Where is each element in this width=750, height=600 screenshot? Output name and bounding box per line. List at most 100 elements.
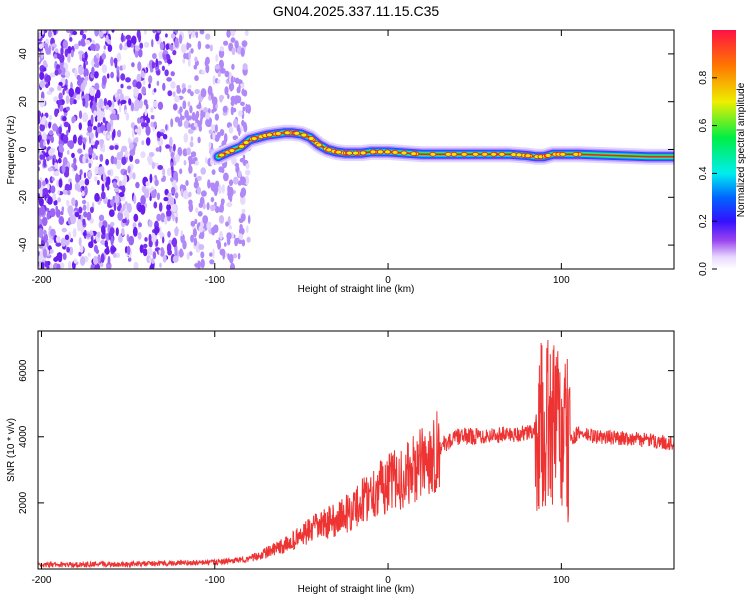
noise-speck [38, 179, 42, 190]
noise-speck [102, 75, 107, 86]
noise-speck [125, 112, 130, 121]
noise-speck [77, 135, 83, 146]
noise-speck [240, 195, 246, 205]
noise-speck [64, 183, 71, 192]
noise-speck [179, 106, 182, 116]
noise-speck [107, 224, 110, 234]
noise-speck [156, 192, 161, 201]
noise-speck [110, 155, 115, 165]
noise-speck [78, 206, 83, 214]
noise-speck [239, 157, 246, 163]
noise-speck [58, 143, 64, 153]
noise-speck [133, 194, 137, 205]
noise-speck [67, 190, 71, 196]
noise-speck [122, 218, 127, 224]
noise-speck [93, 110, 97, 117]
noise-speck [116, 113, 120, 121]
noise-speck [118, 103, 122, 113]
noise-speck [116, 160, 122, 170]
noise-speck [155, 226, 160, 234]
noise-speck [174, 154, 180, 163]
noise-speck [71, 152, 75, 159]
noise-speck [219, 45, 224, 52]
noise-speck [130, 102, 135, 112]
noise-speck [38, 110, 42, 118]
colorbar-ticks: 0.0 0.2 0.4 0.6 0.8 [698, 70, 717, 276]
noise-speck [145, 181, 150, 187]
noise-speck [212, 132, 216, 141]
noise-speck [198, 225, 204, 233]
noise-speck [111, 30, 115, 33]
noise-speck [90, 140, 95, 146]
noise-speck [189, 251, 193, 256]
noise-speck [241, 88, 245, 96]
noise-speck [61, 206, 65, 213]
noise-speck [102, 130, 106, 136]
track-blob [283, 130, 291, 136]
noise-speck [166, 167, 172, 176]
noise-speck [228, 194, 231, 201]
noise-speck [156, 131, 161, 139]
noise-speck [218, 166, 224, 173]
noise-speck [193, 64, 198, 70]
noise-speck [73, 99, 77, 105]
noise-speck [192, 228, 197, 238]
noise-speck [73, 258, 78, 264]
noise-speck [163, 54, 167, 61]
noise-speck [148, 83, 151, 89]
noise-speck [38, 56, 41, 63]
noise-speck [167, 249, 173, 256]
noise-speck [175, 215, 178, 224]
track-blob [335, 149, 343, 155]
noise-speck [96, 53, 100, 59]
noise-speck [80, 256, 86, 266]
noise-speck [156, 70, 161, 76]
noise-speck [100, 239, 105, 246]
noise-speck [240, 213, 246, 222]
noise-speck [218, 49, 225, 58]
noise-speck [210, 204, 216, 212]
noise-speck [64, 234, 70, 241]
y-tick-label: -20 [18, 190, 29, 205]
noise-speck [58, 126, 62, 135]
noise-speck [182, 190, 189, 200]
noise-region [38, 30, 252, 269]
noise-speck [183, 159, 187, 166]
track-blob [429, 151, 437, 157]
noise-speck [52, 193, 57, 202]
noise-speck [234, 40, 239, 49]
noise-speck [190, 91, 194, 97]
noise-speck [98, 214, 105, 222]
noise-speck [73, 164, 78, 171]
noise-speck [134, 128, 140, 133]
noise-speck [95, 249, 100, 254]
noise-speck [62, 67, 66, 76]
noise-speck [110, 221, 115, 227]
noise-speck [58, 178, 63, 188]
noise-speck [173, 170, 179, 181]
noise-speck [198, 124, 202, 132]
noise-speck [191, 30, 196, 38]
noise-speck [99, 153, 104, 162]
noise-speck [66, 150, 70, 155]
noise-speck [70, 49, 74, 58]
noise-speck [65, 78, 68, 86]
noise-speck [55, 235, 61, 243]
noise-speck [119, 43, 123, 51]
noise-speck [209, 182, 215, 188]
noise-speck [193, 237, 198, 247]
noise-speck [126, 85, 132, 90]
noise-speck [170, 71, 175, 77]
noise-speck [74, 69, 78, 77]
noise-speck [67, 205, 74, 215]
noise-speck [183, 119, 190, 129]
noise-speck [170, 152, 175, 158]
noise-speck [104, 240, 108, 248]
noise-speck [53, 199, 58, 206]
noise-speck [69, 37, 73, 42]
noise-speck [233, 118, 238, 128]
noise-speck [94, 140, 98, 150]
noise-speck [72, 30, 78, 36]
noise-speck [83, 68, 89, 78]
